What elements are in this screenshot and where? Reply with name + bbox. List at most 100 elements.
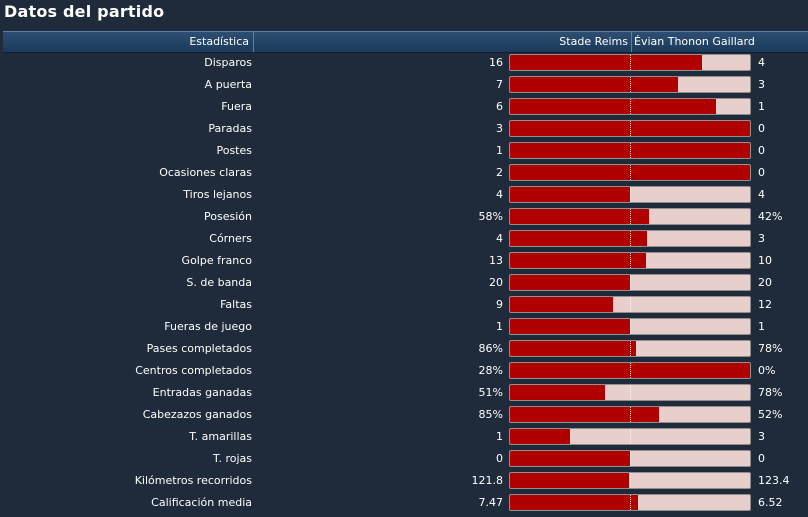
table-row: Cabezazos ganados 85% 52%: [0, 404, 808, 426]
comparison-bar: [509, 340, 751, 357]
home-share-fill: [510, 209, 649, 224]
home-value: 7: [496, 78, 503, 91]
table-row: Golpe franco 13 10: [0, 250, 808, 272]
home-value: 4: [496, 232, 503, 245]
stat-label: T. amarillas: [189, 430, 252, 443]
home-value: 13: [489, 254, 503, 267]
center-marker: [630, 495, 631, 510]
stat-label: Ocasiones claras: [159, 166, 252, 179]
home-share-fill: [510, 231, 647, 246]
home-value: 58%: [478, 210, 503, 223]
table-row: Centros completados 28% 0%: [0, 360, 808, 382]
home-share-fill: [510, 253, 646, 268]
home-value: 85%: [478, 408, 503, 421]
comparison-bar: [509, 362, 751, 379]
comparison-bar: [509, 318, 751, 335]
home-value: 7.47: [478, 496, 504, 509]
table-row: Fueras de juego 1 1: [0, 316, 808, 338]
home-value: 3: [496, 122, 503, 135]
away-value: 4: [758, 188, 765, 201]
center-marker: [630, 385, 631, 400]
center-marker: [630, 253, 631, 268]
comparison-bar: [509, 252, 751, 269]
comparison-bar: [509, 76, 751, 93]
table-row: S. de banda 20 20: [0, 272, 808, 294]
away-value: 0%: [758, 364, 776, 377]
home-value: 2: [496, 166, 503, 179]
stat-label: Calificación media: [151, 496, 252, 509]
center-marker: [630, 77, 631, 92]
table-row: T. amarillas 1 3: [0, 426, 808, 448]
home-value: 9: [496, 298, 503, 311]
column-header-home-team[interactable]: Stade Reims: [255, 32, 632, 52]
stat-label: Entradas ganadas: [152, 386, 252, 399]
center-marker: [630, 451, 631, 466]
away-value: 42%: [758, 210, 783, 223]
column-header-away-team[interactable]: Évian Thonon Gaillard: [634, 35, 755, 48]
comparison-bar: [509, 428, 751, 445]
home-value: 20: [489, 276, 503, 289]
stat-label: Postes: [216, 144, 252, 157]
center-marker: [630, 363, 631, 378]
comparison-bar: [509, 142, 751, 159]
center-marker: [630, 231, 631, 246]
home-share-fill: [510, 385, 605, 400]
page-title: Datos del partido: [4, 2, 165, 21]
table-row: Posesión 58% 42%: [0, 206, 808, 228]
comparison-bar: [509, 98, 751, 115]
away-value: 1: [758, 100, 765, 113]
home-value: 1: [496, 430, 503, 443]
home-value: 6: [496, 100, 503, 113]
stat-label: S. de banda: [186, 276, 252, 289]
home-share-fill: [510, 297, 613, 312]
stat-label: Posesión: [204, 210, 252, 223]
table-row: T. rojas 0 0: [0, 448, 808, 470]
home-share-fill: [510, 473, 629, 488]
table-row: Ocasiones claras 2 0: [0, 162, 808, 184]
away-value: 0: [758, 452, 765, 465]
comparison-bar: [509, 164, 751, 181]
column-header-statistic[interactable]: Estadística: [3, 32, 254, 52]
home-share-fill: [510, 99, 716, 114]
center-marker: [630, 187, 631, 202]
stat-label: Fueras de juego: [164, 320, 252, 333]
comparison-bar: [509, 384, 751, 401]
stat-label: Córners: [209, 232, 252, 245]
center-marker: [630, 165, 631, 180]
away-value: 6.52: [758, 496, 783, 509]
table-row: Postes 1 0: [0, 140, 808, 162]
table-row: Calificación media 7.47 6.52: [0, 492, 808, 514]
away-value: 3: [758, 430, 765, 443]
stat-label: Paradas: [208, 122, 252, 135]
home-value: 28%: [478, 364, 503, 377]
table-row: Disparos 16 4: [0, 52, 808, 74]
stat-label: Pases completados: [146, 342, 252, 355]
home-value: 121.8: [471, 474, 504, 487]
center-marker: [630, 297, 631, 312]
home-share-fill: [510, 341, 636, 356]
away-value: 0: [758, 144, 765, 157]
home-share-fill: [510, 319, 630, 334]
away-value: 20: [758, 276, 772, 289]
comparison-bar: [509, 120, 751, 137]
away-value: 0: [758, 166, 765, 179]
home-value: 1: [496, 144, 503, 157]
stats-table-header: Estadística Stade Reims Évian Thonon Gai…: [3, 31, 808, 53]
stat-label: Kilómetros recorridos: [134, 474, 252, 487]
comparison-bar: [509, 208, 751, 225]
stat-label: Tiros lejanos: [183, 188, 252, 201]
center-marker: [630, 99, 631, 114]
comparison-bar: [509, 230, 751, 247]
table-row: Entradas ganadas 51% 78%: [0, 382, 808, 404]
center-marker: [630, 319, 631, 334]
home-value: 16: [489, 56, 503, 69]
home-value: 1: [496, 320, 503, 333]
away-value: 12: [758, 298, 772, 311]
center-marker: [630, 429, 631, 444]
home-value: 86%: [478, 342, 503, 355]
comparison-bar: [509, 472, 751, 489]
home-share-fill: [510, 77, 678, 92]
table-row: Faltas 9 12: [0, 294, 808, 316]
stat-label: Cabezazos ganados: [142, 408, 252, 421]
table-row: A puerta 7 3: [0, 74, 808, 96]
